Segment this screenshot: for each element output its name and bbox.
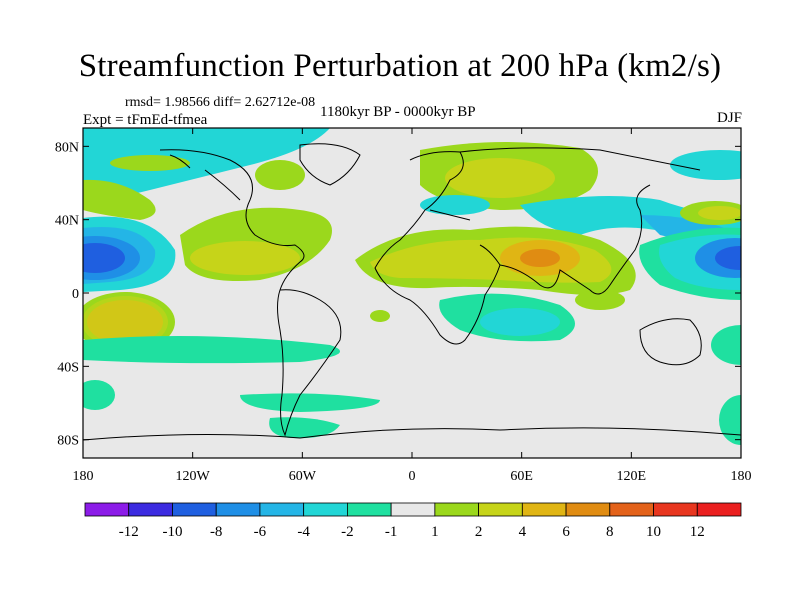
colorbar-label: -2 — [341, 524, 354, 540]
europe-africa-coast — [374, 151, 501, 345]
colorbar-swatch — [84, 502, 130, 517]
colorbar-swatch — [172, 502, 217, 517]
greenland-coast — [299, 143, 361, 186]
x-tick-label: 180 — [731, 469, 752, 484]
season-label: DJF — [716, 110, 742, 126]
period-label: 1180kyr BP - 0000kyr BP — [320, 104, 476, 120]
map-background — [83, 128, 741, 458]
y-tick-label: 80N — [55, 140, 79, 155]
experiment-label: Expt = tFmEd-tfmea — [83, 112, 208, 128]
colorbar-swatch — [521, 502, 567, 517]
y-tick-label: 0 — [72, 287, 79, 302]
ne-pacific-neg-region — [83, 128, 330, 200]
s-ocean-neg-strip — [269, 417, 340, 439]
stats-label: rmsd= 1.98566 diff= 2.62712e-08 — [125, 95, 316, 110]
europe-neg — [420, 195, 490, 215]
colorbar-label: 6 — [562, 524, 570, 540]
west-atlantic-pos — [83, 179, 156, 220]
n-atlantic-pos-center — [190, 241, 300, 275]
colorbar-label: -1 — [385, 524, 398, 540]
x-tick-label: 60E — [510, 469, 533, 484]
colorbar-label: 8 — [606, 524, 614, 540]
colorbar-swatch — [303, 502, 348, 517]
coastlines — [83, 143, 741, 441]
s-indian-neg-core — [480, 308, 560, 336]
colorbar-label: 1 — [431, 524, 439, 540]
colorbar-label: -8 — [210, 524, 223, 540]
x-tick-label: 120E — [617, 469, 647, 484]
colorbar-label: 10 — [646, 524, 661, 540]
arctic-small-pos — [110, 155, 190, 171]
s-atlantic-pos-small — [370, 310, 390, 322]
colorbar-swatch — [259, 502, 305, 517]
asia-pos-core — [520, 249, 560, 267]
x-tick-label: 120W — [176, 469, 211, 484]
se-pacific-neg — [711, 325, 741, 365]
se-pacific-neg-2 — [719, 395, 741, 445]
s-pacific-pos-mid — [83, 296, 168, 348]
colorbar-swatch — [609, 502, 654, 517]
n-atlantic-pos-extra — [255, 160, 305, 190]
asia-coast — [459, 147, 701, 295]
antarctica-coast — [83, 427, 741, 441]
n-pacific-east-neg — [670, 150, 741, 180]
y-tick-label: 80S — [57, 434, 79, 449]
colorbar-swatch — [653, 502, 698, 517]
south-america-coast — [277, 289, 342, 437]
s-atlantic-neg-strip — [240, 393, 380, 412]
colorbar-label: -4 — [297, 524, 310, 540]
colorbar-swatch — [215, 502, 261, 517]
x-tick-label: 60W — [289, 469, 317, 484]
colorbar-label: 12 — [690, 524, 705, 540]
s-indian-pos-small — [575, 290, 625, 310]
colorbar-label: 2 — [475, 524, 483, 540]
colorbar-swatch — [434, 502, 480, 517]
x-tick-label: 0 — [409, 469, 416, 484]
colorbar-swatch — [478, 502, 523, 517]
y-axis: 80N 40N 0 40S 80S — [55, 140, 741, 449]
s-pacific-neg-strip — [83, 336, 340, 364]
north-america-coast — [159, 149, 305, 291]
w-pacific-neg-core — [715, 246, 741, 270]
chart-title: Streamfunction Perturbation at 200 hPa (… — [78, 48, 722, 84]
colorbar-swatch — [128, 502, 173, 517]
pacific-neg-core — [83, 243, 125, 273]
arctic-pos-core — [445, 158, 555, 198]
colorbar-swatch — [346, 502, 392, 517]
colorbar-swatch — [565, 502, 611, 517]
w-pacific-north-pos-core — [698, 206, 741, 220]
x-axis: 180 120W 60W 0 60E 120E 180 — [73, 128, 752, 484]
colorbar-label: -6 — [254, 524, 267, 540]
colorbar-label: -12 — [119, 524, 139, 540]
sw-pacific-neg — [83, 380, 115, 410]
x-tick-label: 180 — [73, 469, 94, 484]
y-tick-label: 40N — [55, 214, 79, 229]
y-tick-label: 40S — [57, 360, 79, 375]
anomaly-contours — [83, 128, 741, 445]
colorbar-swatch — [390, 502, 436, 517]
colorbar-label: 4 — [519, 524, 527, 540]
colorbar-label: -10 — [162, 524, 182, 540]
colorbar: -12 -10 -8 -6 -4 -2 -1 1 2 4 6 8 10 12 — [84, 502, 742, 540]
colorbar-swatch — [696, 502, 742, 517]
australia-coast — [639, 318, 702, 366]
